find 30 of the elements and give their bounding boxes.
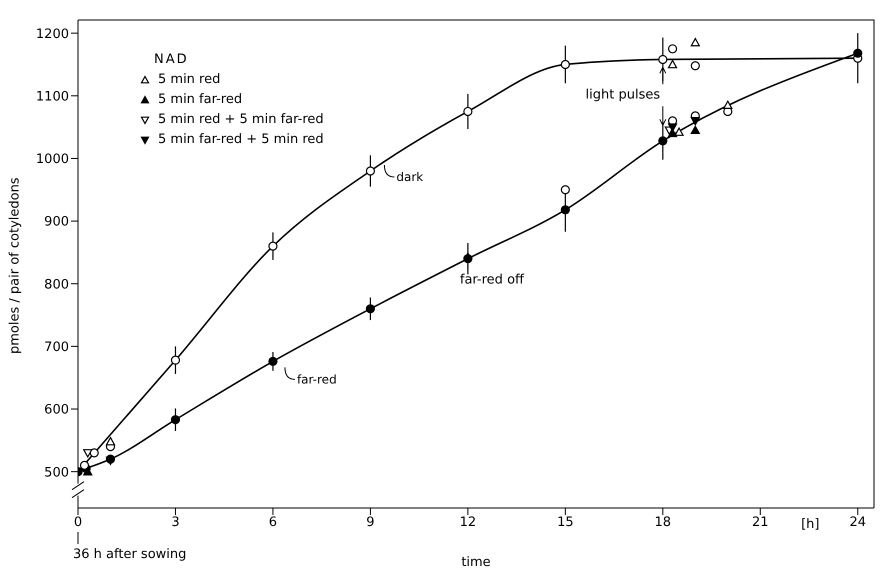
legend-title: NAD — [154, 51, 190, 69]
annotation: far-red off — [460, 272, 526, 288]
legend-label: 5 min red + 5 min far-red — [158, 111, 324, 129]
x-tick-label: 21 — [752, 515, 769, 530]
y-tick-label: 600 — [44, 402, 69, 418]
y-tick-label: 700 — [44, 340, 69, 355]
x-tick-label: 15 — [557, 515, 574, 530]
legend-label: dark — [396, 170, 424, 184]
x-tick-label: 9 — [366, 515, 375, 530]
y-axis-title: pmoles / pair of cotyledons — [8, 177, 23, 354]
legend-label: 5 min far-red + 5 min red — [158, 131, 324, 149]
x-tick-label: 6 — [268, 515, 278, 530]
legend-label: 5 min far-red — [158, 91, 242, 109]
y-tick-label: 800 — [44, 277, 69, 292]
x-tick-label: 12 — [460, 515, 476, 530]
x-tick-label: 0 — [74, 515, 82, 530]
y-tick-label: 1100 — [36, 89, 69, 104]
legend-label: 5 min red — [158, 71, 220, 89]
y-tick-label: 900 — [44, 214, 69, 230]
x-tick-label: 3 — [171, 515, 180, 530]
y-tick-label: 500 — [44, 465, 69, 480]
y-tick-label: 1000 — [36, 152, 69, 168]
x-tick-label: 24 — [849, 515, 866, 530]
y-tick-label: 1200 — [36, 26, 69, 42]
text: [h] — [801, 517, 820, 532]
legend-label: far-red — [296, 372, 337, 386]
x-axis-title: time — [461, 555, 491, 570]
x-tick-label: 18 — [654, 515, 672, 530]
annotation: light pulses — [586, 87, 660, 102]
text: 36 h after sowing — [73, 547, 186, 562]
